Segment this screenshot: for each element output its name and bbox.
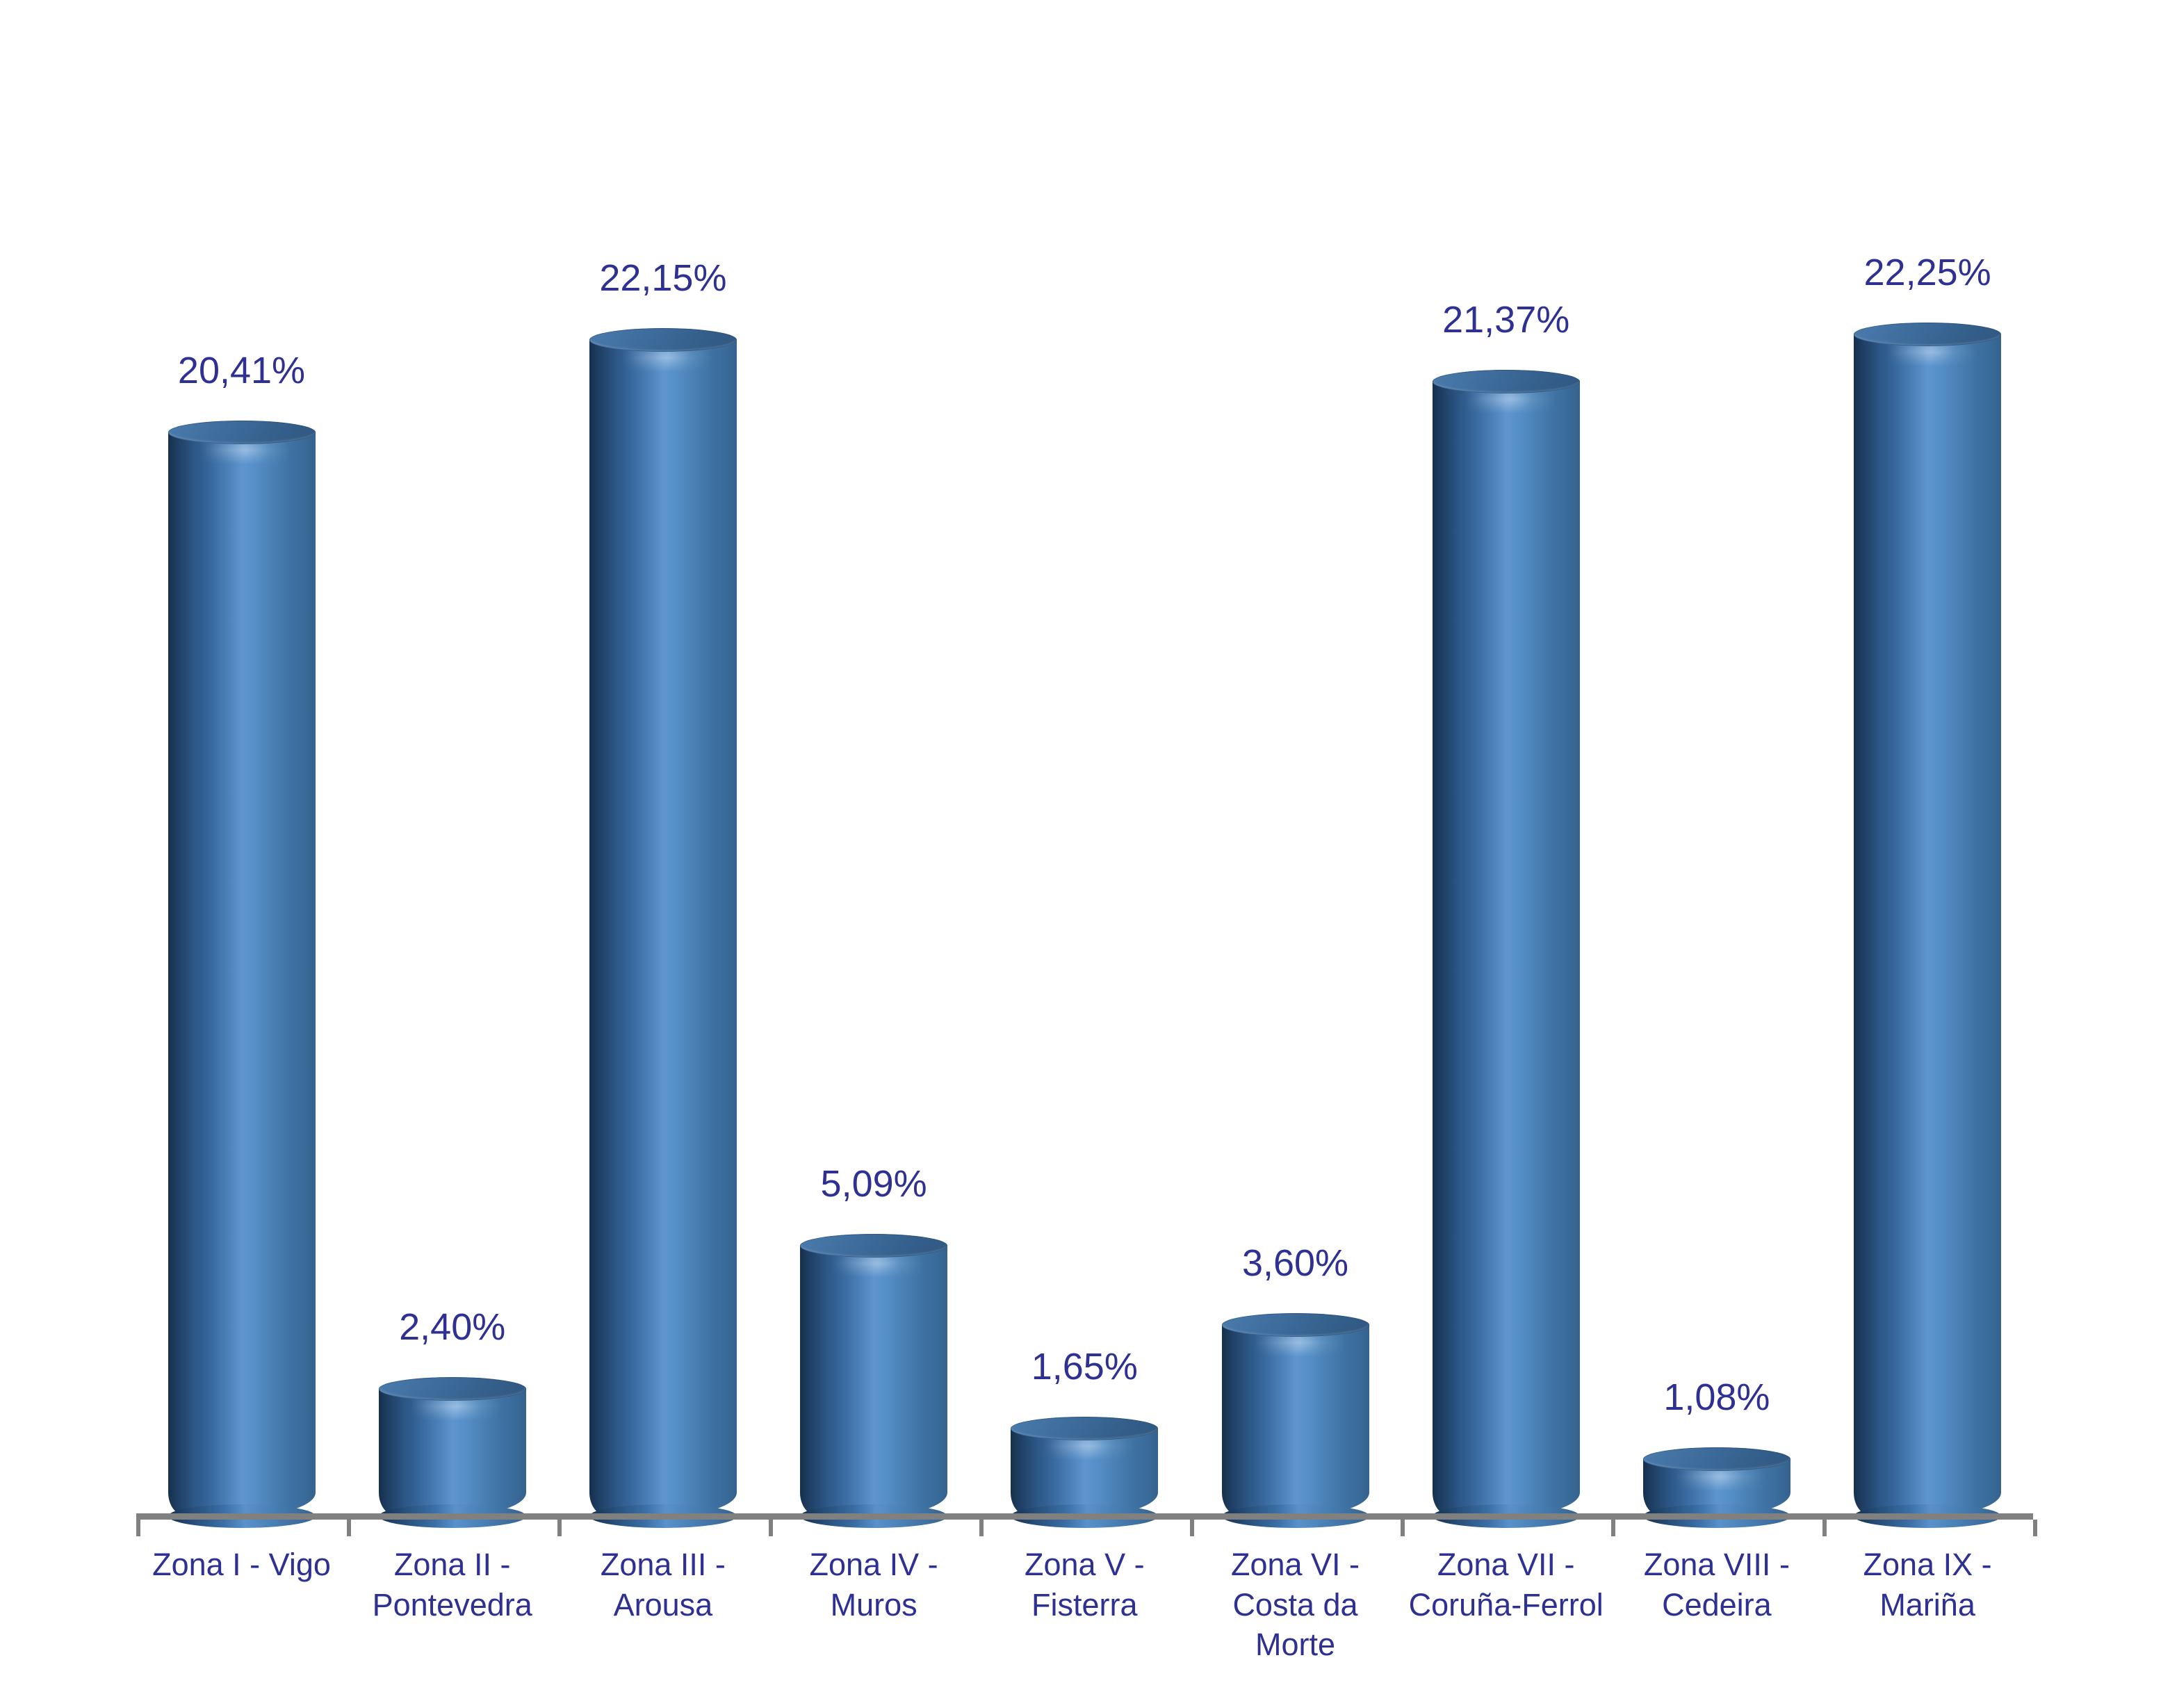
bar-cylinder[interactable]: [1642, 1447, 1790, 1528]
category-label-line: Fisterra: [1031, 1586, 1138, 1622]
bar-slot: 5,09%: [769, 0, 979, 1708]
bar-cylinder[interactable]: [1432, 369, 1580, 1528]
bar-cylinder-body: [1221, 1325, 1369, 1528]
bar-cylinder[interactable]: [168, 421, 316, 1528]
category-label: Zona II - Pontevedra: [347, 1545, 557, 1625]
category-axis-line: [136, 1513, 2033, 1520]
category-label-line: Coruña-Ferrol: [1408, 1586, 1604, 1622]
bar-cylinder-top-cap: [1642, 1447, 1790, 1471]
bar-cylinder-top-cap: [1432, 369, 1580, 393]
bar-cylinder-top-cap: [378, 1376, 526, 1401]
category-label-line: Zona IV -: [809, 1547, 938, 1582]
bar-value-label: 1,08%: [1663, 1376, 1770, 1418]
category-label-line: Mariña: [1879, 1586, 1975, 1622]
category-label-line: Zona VIII -: [1643, 1547, 1790, 1582]
bar-slot: 22,15%: [557, 0, 768, 1708]
bar-cylinder-top-cap: [589, 328, 737, 352]
bar-cylinder[interactable]: [589, 328, 737, 1528]
axis-tick: [1611, 1520, 1616, 1536]
axis-tick: [1401, 1520, 1405, 1536]
bar-cylinder-body: [378, 1388, 526, 1528]
category-label-line: Pontevedra: [372, 1586, 532, 1622]
bar-cylinder[interactable]: [1011, 1416, 1159, 1528]
bar-cylinder[interactable]: [378, 1376, 526, 1528]
bar-value-label: 20,41%: [177, 350, 306, 392]
category-label: Zona I - Vigo: [136, 1545, 347, 1585]
category-label-line: Costa da: [1232, 1586, 1358, 1622]
category-label: Zona IV - Muros: [769, 1545, 979, 1625]
bar-value-label: 2,40%: [399, 1306, 506, 1348]
bar-value-label: 1,65%: [1031, 1345, 1138, 1388]
bar-value-label: 21,37%: [1442, 298, 1570, 341]
axis-tick: [1822, 1520, 1827, 1536]
category-label: Zona VI - Costa da Morte: [1190, 1545, 1401, 1665]
axis-tick: [2032, 1520, 2037, 1536]
bar-cylinder-top-cap: [1011, 1416, 1159, 1440]
axis-tick: [136, 1520, 140, 1536]
bar-value-label: 22,25%: [1863, 252, 1991, 294]
bar-cylinder-body: [1011, 1428, 1159, 1528]
bar-value-label: 5,09%: [820, 1163, 927, 1205]
bar-cylinder-top-cap: [800, 1234, 948, 1258]
bar-cylinder-body: [1854, 334, 2002, 1528]
category-label-line: Cedeira: [1662, 1586, 1772, 1622]
bar-cylinder[interactable]: [1221, 1313, 1369, 1528]
category-label-line: Zona IX -: [1863, 1547, 1992, 1582]
axis-tick: [1190, 1520, 1194, 1536]
bar-cylinder-body: [1432, 381, 1580, 1528]
category-label-line: Zona V -: [1025, 1547, 1145, 1582]
category-label: Zona III - Arousa: [557, 1545, 768, 1625]
category-label-line: Zona I - Vigo: [152, 1547, 331, 1582]
axis-tick: [557, 1520, 562, 1536]
bar-slot: 1,65%: [979, 0, 1190, 1708]
bar-slot: 1,08%: [1611, 0, 1822, 1708]
bar-value-label: 22,15%: [599, 257, 727, 300]
bar-slot: 21,37%: [1401, 0, 1611, 1708]
bar-cylinder-body: [589, 340, 737, 1528]
bar-cylinder-top-cap: [1854, 323, 2002, 347]
bar-cylinder-body: [800, 1246, 948, 1528]
bar-cylinder-top-cap: [168, 421, 316, 445]
axis-tick: [347, 1520, 352, 1536]
category-label: Zona VIII - Cedeira: [1611, 1545, 1822, 1625]
bar-slot: 20,41%: [136, 0, 347, 1708]
axis-tick: [768, 1520, 773, 1536]
bar-cylinder-top-cap: [1221, 1313, 1369, 1337]
bar-cylinder[interactable]: [800, 1234, 948, 1528]
category-label-line: Zona VII -: [1437, 1547, 1575, 1582]
bar-value-label: 3,60%: [1241, 1242, 1349, 1285]
category-label: Zona VII - Coruña-Ferrol: [1401, 1545, 1611, 1625]
category-label-line: Zona III -: [600, 1547, 726, 1582]
bar-cylinder[interactable]: [1854, 323, 2002, 1528]
category-label-line: Zona II -: [393, 1547, 511, 1582]
category-label: Zona IX - Mariña: [1822, 1545, 2033, 1625]
category-label-line: Morte: [1255, 1627, 1336, 1663]
bar-cylinder-body: [168, 432, 316, 1528]
category-label-line: Arousa: [613, 1586, 713, 1622]
bar-slot: 3,60%: [1190, 0, 1401, 1708]
bar-slot: 22,25%: [1822, 0, 2033, 1708]
category-label-line: Muros: [830, 1586, 917, 1622]
category-label-line: Zona VI -: [1230, 1547, 1360, 1582]
bar-slot: 2,40%: [347, 0, 557, 1708]
category-label: Zona V - Fisterra: [979, 1545, 1190, 1625]
axis-tick: [979, 1520, 984, 1536]
